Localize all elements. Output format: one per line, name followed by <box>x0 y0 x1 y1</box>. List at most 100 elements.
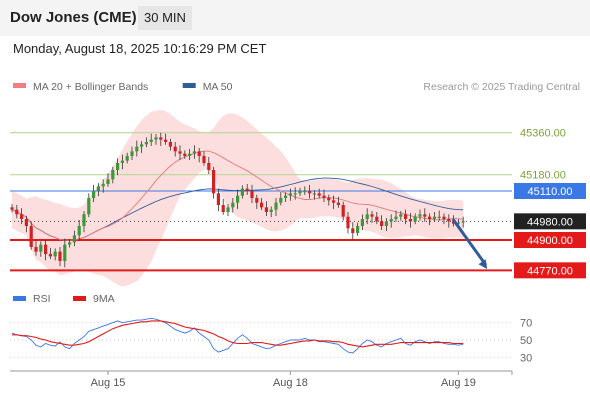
candle-body <box>164 139 168 142</box>
legend-swatch <box>182 83 196 88</box>
candle-body <box>255 198 259 203</box>
candle-body <box>456 222 460 224</box>
candle-body <box>389 219 393 222</box>
candle-body <box>39 244 43 252</box>
target-level-label: 45180.00 <box>520 170 566 182</box>
candle-body <box>159 137 163 140</box>
candle-body <box>149 139 153 142</box>
candle-body <box>413 216 417 222</box>
candle-body <box>394 216 398 219</box>
rsi-tick-label: 30 <box>520 352 532 364</box>
support-level-label: 44900.00 <box>527 235 573 247</box>
candle-body <box>29 226 33 247</box>
candle-body <box>221 205 225 212</box>
candle-body <box>135 146 139 152</box>
candle-body <box>351 228 355 233</box>
resistance-level-label: 45110.00 <box>527 186 572 198</box>
candle-body <box>63 244 67 261</box>
candle-body <box>288 193 292 196</box>
timeframe-badge[interactable]: 30 MIN <box>138 6 192 30</box>
candle-body <box>293 193 297 195</box>
candle-body <box>269 209 273 212</box>
candle-body <box>24 219 28 226</box>
rsi-tick-label: 50 <box>520 335 532 347</box>
candle-body <box>58 251 62 261</box>
support-level-label: 44770.00 <box>527 265 573 277</box>
candle-body <box>375 216 379 222</box>
target-level-label: 45360.00 <box>520 128 566 140</box>
header-bar: Dow Jones (CME) 30 MIN <box>0 0 590 36</box>
candle-body <box>44 244 48 254</box>
candle-body <box>77 226 81 236</box>
rsi-line <box>11 317 464 354</box>
legend-swatch <box>13 83 26 88</box>
candle-body <box>365 214 369 219</box>
candle-body <box>111 170 115 180</box>
candle-body <box>226 207 230 212</box>
rsi-legend-swatch <box>13 296 26 301</box>
timestamp: Monday, August 18, 2025 10:16:29 PM CET <box>13 41 267 56</box>
projection-arrow-shaft <box>452 218 487 266</box>
ma20-line <box>11 150 464 241</box>
candle-body <box>360 219 364 226</box>
candle-body <box>298 191 302 194</box>
candle-body <box>264 207 268 212</box>
candle-body <box>250 191 254 198</box>
candle-body <box>442 216 446 219</box>
candle-body <box>399 214 403 217</box>
candle-body <box>82 214 86 226</box>
rsi-tick-label: 70 <box>520 318 532 330</box>
candle-body <box>346 216 350 229</box>
candle-body <box>183 153 187 156</box>
last-price-label: 44980.00 <box>527 216 573 228</box>
research-credit: Research © 2025 Trading Central <box>423 81 580 93</box>
candle-body <box>178 151 182 154</box>
support-level-badge <box>514 232 586 248</box>
candle-body <box>336 202 340 205</box>
rsi-legend-label: 9MA <box>93 293 115 305</box>
candle-body <box>192 151 196 154</box>
candle-body <box>260 202 264 208</box>
candle-body <box>140 144 144 147</box>
legend-label: MA 50 <box>203 81 233 93</box>
resistance-level-badge <box>514 183 586 199</box>
candle-body <box>279 198 283 203</box>
candle-body <box>116 163 120 170</box>
candle-body <box>274 202 278 210</box>
candle-body <box>207 163 211 170</box>
x-tick-label: Aug 19 <box>441 377 476 389</box>
rsi-9ma-line <box>12 320 464 348</box>
candle-body <box>327 198 331 201</box>
x-tick-label: Aug 15 <box>91 377 126 389</box>
candle-body <box>154 137 158 140</box>
candle-body <box>240 188 244 196</box>
candle-body <box>303 191 307 193</box>
candle-body <box>284 195 288 198</box>
legend-label: MA 20 + Bollinger Bands <box>33 81 148 93</box>
candle-body <box>48 254 52 257</box>
candle-body <box>408 219 412 222</box>
candle-body <box>384 221 388 226</box>
candle-body <box>197 151 201 156</box>
rsi-legend-swatch <box>73 296 86 301</box>
projection-arrow-head <box>478 259 488 270</box>
candle-body <box>144 142 148 145</box>
candle-body <box>423 214 427 217</box>
candle-body <box>317 193 321 196</box>
candle-body <box>245 188 249 191</box>
candle-body <box>34 247 38 252</box>
candle-body <box>370 214 374 217</box>
candle-body <box>10 207 14 210</box>
candle-body <box>96 186 100 191</box>
candle-body <box>432 216 436 219</box>
candle-body <box>173 146 177 152</box>
candle-body <box>216 193 220 205</box>
candle-body <box>125 156 129 161</box>
candle-body <box>188 153 192 156</box>
candle-body <box>53 251 57 257</box>
candle-body <box>312 193 316 195</box>
candle-body <box>130 151 134 156</box>
candle-body <box>428 216 432 219</box>
